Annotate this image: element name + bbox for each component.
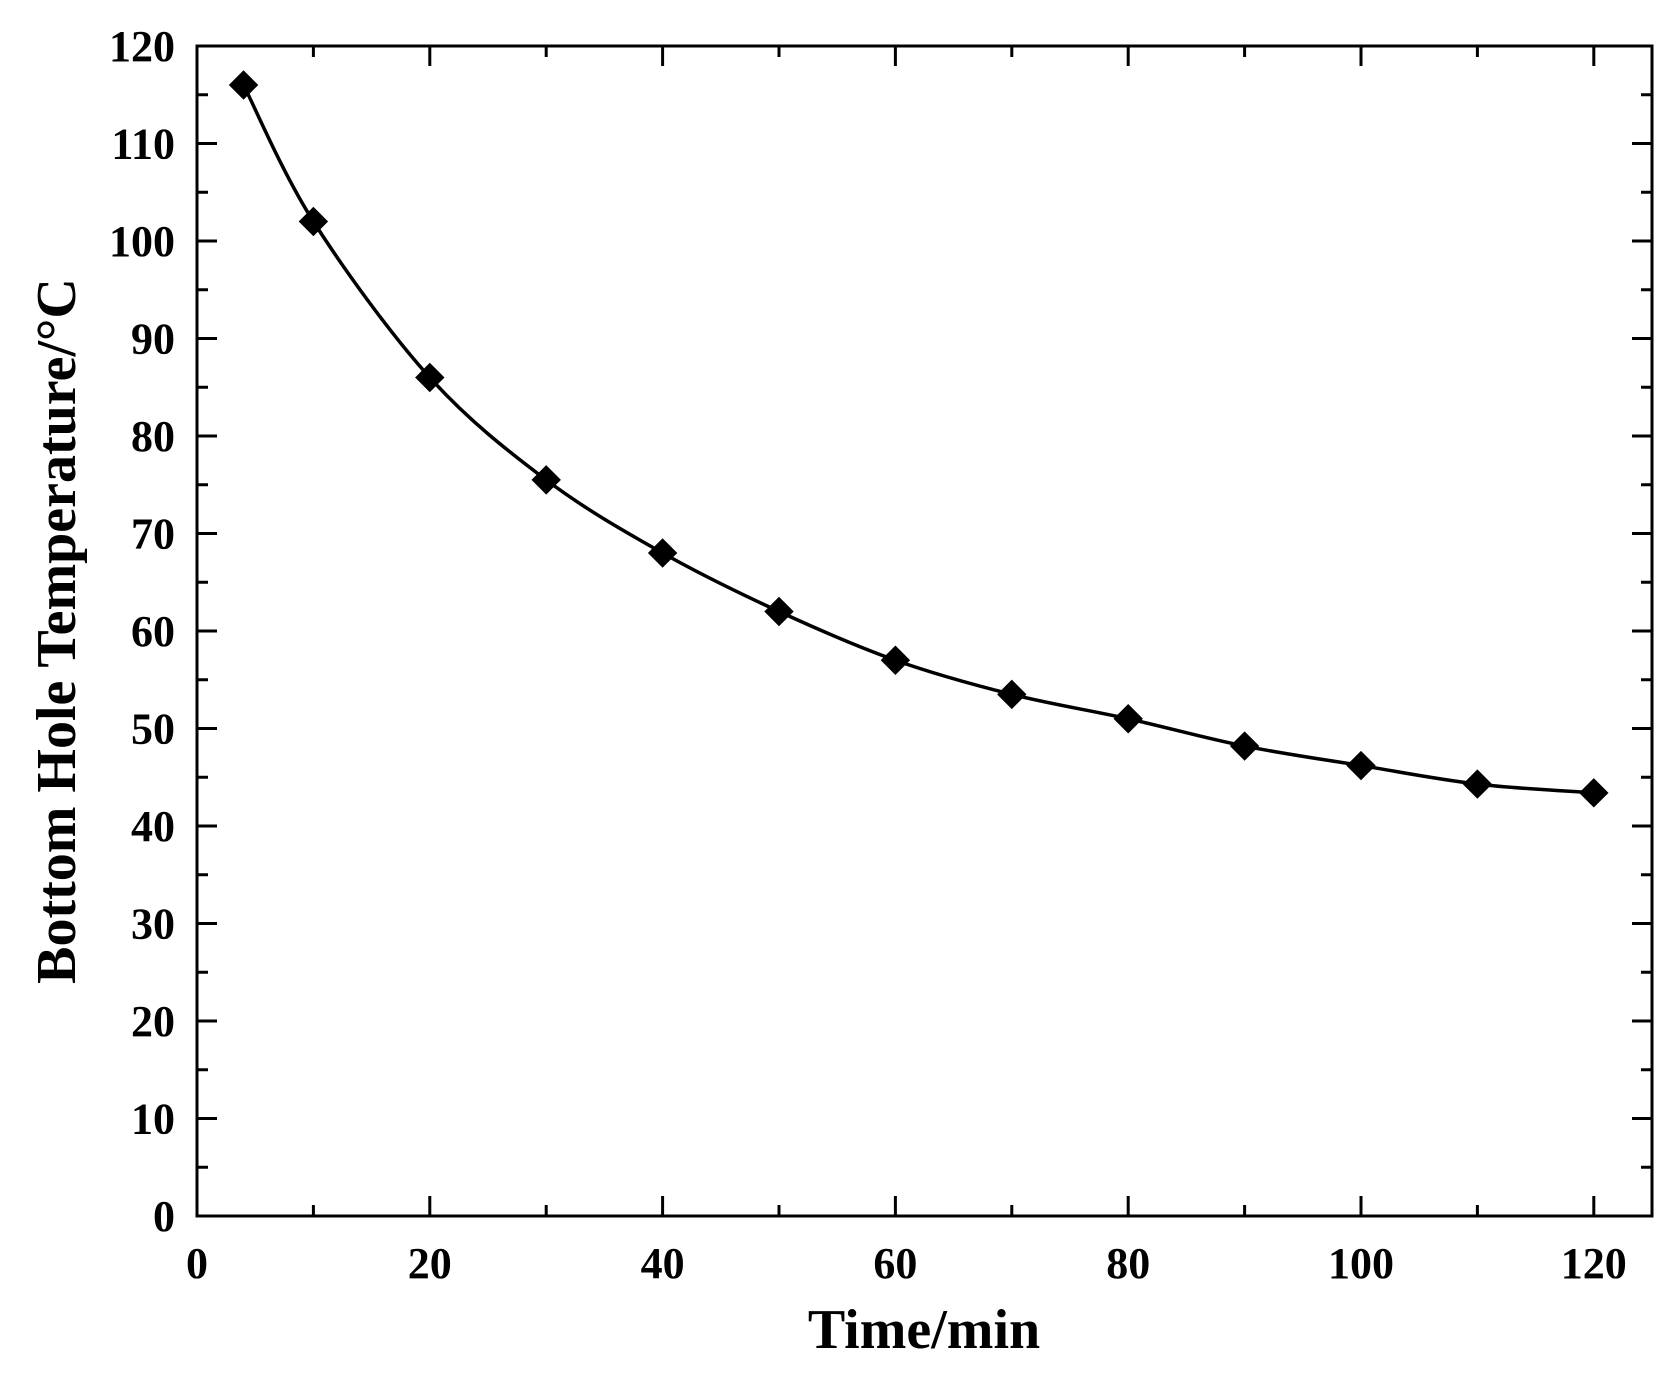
y-tick-label: 90: [131, 315, 175, 364]
x-tick-label: 60: [873, 1239, 917, 1288]
x-tick-label: 120: [1561, 1239, 1627, 1288]
data-point: [997, 679, 1027, 710]
y-tick-label: 40: [131, 802, 175, 851]
data-point: [647, 538, 678, 568]
data-point: [228, 70, 259, 100]
x-tick-label: 80: [1106, 1239, 1150, 1288]
y-tick-label: 0: [153, 1192, 175, 1241]
y-tick-label: 30: [131, 900, 175, 949]
x-axis-title: Time/min: [808, 1299, 1040, 1361]
data-point: [764, 596, 794, 627]
data-point: [1346, 750, 1376, 781]
y-tick-label: 10: [131, 1095, 175, 1144]
data-point: [880, 645, 911, 675]
y-tick-label: 50: [131, 705, 175, 754]
x-tick-label: 40: [641, 1239, 685, 1288]
y-tick-label: 100: [109, 217, 175, 266]
y-axis-ticks: 0 10 20 30 40 50 60 70 80 90 100 110 120: [109, 22, 1652, 1241]
y-tick-label: 120: [109, 22, 175, 71]
y-tick-label: 20: [131, 997, 175, 1046]
data-markers: [228, 70, 1609, 808]
y-tick-label: 80: [131, 412, 175, 461]
x-tick-label: 20: [408, 1239, 452, 1288]
plot-frame: [195, 44, 1654, 1218]
y-tick-label: 70: [131, 510, 175, 559]
x-tick-label: 100: [1328, 1239, 1394, 1288]
y-axis-title: Bottom Hole Temperature/°C: [26, 278, 88, 984]
data-point: [531, 465, 561, 495]
data-point: [298, 206, 329, 237]
x-axis-ticks: 0 20 40 60 80 100 120: [186, 46, 1627, 1288]
data-point: [1462, 769, 1493, 799]
series-line: [242, 84, 1594, 795]
minor-ticks: [197, 46, 1652, 1216]
y-tick-label: 60: [131, 607, 175, 656]
data-point: [415, 362, 445, 393]
data-point: [1113, 704, 1143, 734]
x-tick-label: 0: [186, 1239, 208, 1288]
data-point: [1579, 778, 1609, 808]
data-point: [1229, 731, 1260, 761]
y-tick-label: 110: [111, 120, 175, 169]
